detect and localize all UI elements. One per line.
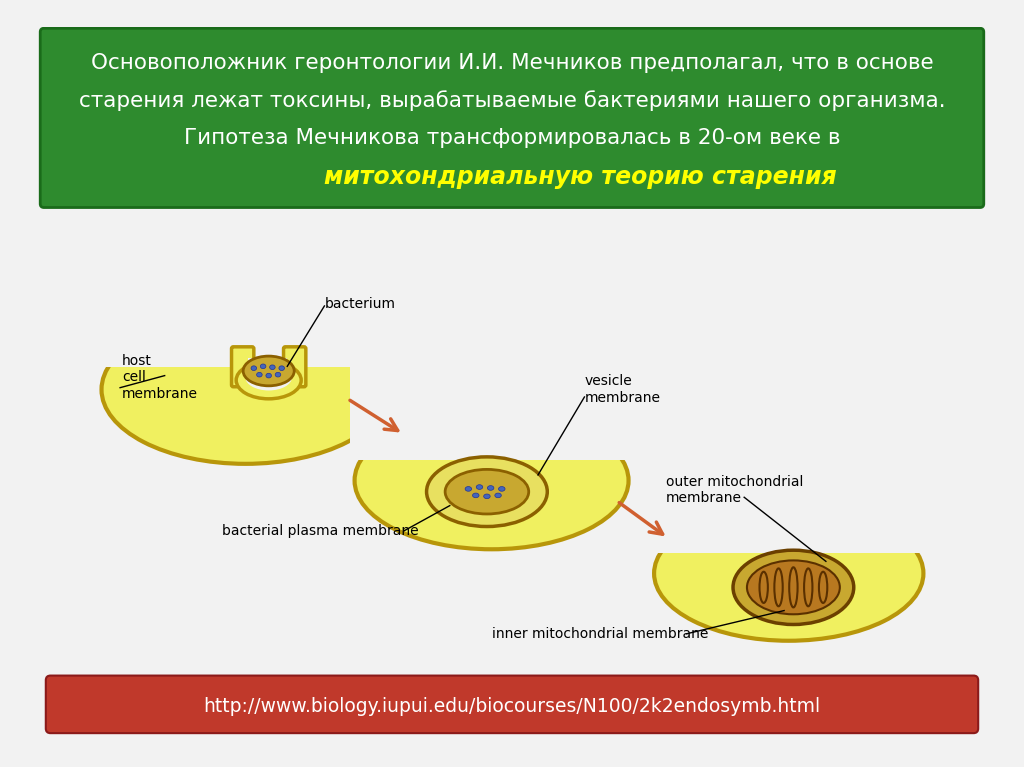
FancyBboxPatch shape [284,347,306,387]
Text: http://www.biology.iupui.edu/biocourses/N100/2k2endosymb.html: http://www.biology.iupui.edu/biocourses/… [204,696,820,716]
Text: митохондриальную теорию старения: митохондриальную теорию старения [325,165,837,189]
Ellipse shape [257,372,262,377]
Bar [248,358,288,371]
Ellipse shape [260,364,266,369]
FancyBboxPatch shape [40,28,984,208]
Text: bacterial plasma membrane: bacterial plasma membrane [222,524,419,538]
Ellipse shape [476,485,482,489]
Ellipse shape [354,412,629,549]
Ellipse shape [445,469,528,514]
FancyBboxPatch shape [231,347,254,387]
Ellipse shape [266,374,271,378]
Ellipse shape [487,486,494,490]
Text: старения лежат токсины, вырабатываемые бактериями нашего организма.: старения лежат токсины, вырабатываемые б… [79,91,945,111]
Ellipse shape [251,366,257,370]
Ellipse shape [483,494,490,499]
Ellipse shape [275,372,281,377]
Text: vesicle
membrane: vesicle membrane [585,374,660,405]
Text: outer mitochondrial
membrane: outer mitochondrial membrane [667,475,804,505]
Bar [350,28,633,460]
Ellipse shape [243,356,294,386]
Ellipse shape [269,365,275,370]
Ellipse shape [279,366,285,370]
Text: host
cell
membrane: host cell membrane [122,354,198,400]
Ellipse shape [237,362,301,399]
Text: inner mitochondrial membrane: inner mitochondrial membrane [492,627,708,640]
Ellipse shape [101,315,389,464]
Ellipse shape [746,561,840,614]
Text: bacterium: bacterium [325,297,395,311]
Ellipse shape [472,493,479,498]
Ellipse shape [733,550,854,624]
Bar [649,28,928,553]
Text: Гипотеза Мечникова трансформировалась в 20-ом веке в: Гипотеза Мечникова трансформировалась в … [183,127,841,147]
Text: Основоположник геронтологии И.И. Мечников предполагал, что в основе: Основоположник геронтологии И.И. Мечнико… [91,54,933,74]
Ellipse shape [654,506,924,640]
Ellipse shape [499,486,505,491]
FancyBboxPatch shape [46,676,978,733]
Ellipse shape [495,493,502,498]
Bar [97,28,394,367]
Ellipse shape [465,486,472,491]
Ellipse shape [246,364,292,390]
Ellipse shape [427,457,547,526]
